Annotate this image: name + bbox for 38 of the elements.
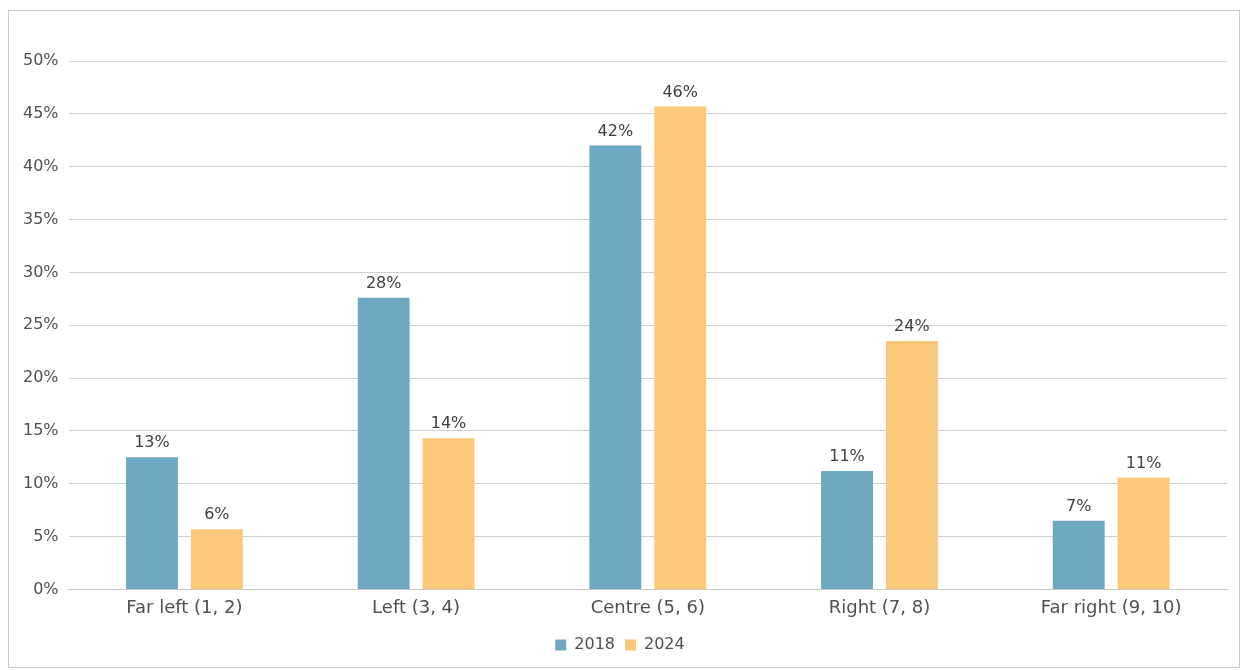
bar — [1052, 520, 1105, 589]
data-label: 24% — [894, 316, 930, 336]
bar — [126, 457, 178, 589]
y-tick-label: 15% — [23, 420, 59, 440]
data-label: 11% — [1125, 452, 1162, 472]
x-tick-label: Centre (5, 6) — [590, 595, 705, 617]
data-label: 14% — [430, 413, 467, 433]
data-label: 6% — [204, 504, 230, 524]
x-tick-label: Right (7, 8) — [828, 595, 931, 617]
y-tick-label: 10% — [23, 472, 59, 492]
y-tick-label: 0% — [33, 578, 59, 598]
data-label: 13% — [134, 432, 170, 452]
x-tick-label: Far right (9, 10) — [1040, 595, 1182, 617]
bar — [1117, 477, 1170, 589]
y-tick-label: 35% — [23, 208, 59, 228]
legend-label: 2018 — [574, 634, 615, 654]
y-tick-label: 20% — [23, 367, 59, 387]
data-label: 28% — [365, 272, 402, 292]
y-tick-label: 40% — [23, 155, 59, 175]
bar — [190, 529, 243, 589]
bar — [422, 438, 475, 589]
data-label: 46% — [662, 81, 698, 101]
x-tick-label: Far left (1, 2) — [126, 595, 243, 617]
y-tick-label: 30% — [23, 261, 59, 281]
bar — [885, 341, 938, 589]
legend-label: 2024 — [644, 634, 685, 654]
bar — [589, 145, 642, 589]
y-tick-label: 50% — [23, 50, 59, 70]
y-tick-label: 5% — [33, 525, 59, 545]
bar — [357, 297, 410, 589]
y-tick-label: 25% — [23, 314, 59, 334]
data-label: 7% — [1066, 495, 1092, 515]
y-tick-label: 45% — [23, 103, 59, 122]
x-tick-label: Left (3, 4) — [372, 595, 461, 617]
bar — [821, 471, 873, 589]
bar — [654, 106, 707, 589]
data-label: 11% — [829, 446, 865, 466]
data-label: 42% — [597, 120, 634, 140]
